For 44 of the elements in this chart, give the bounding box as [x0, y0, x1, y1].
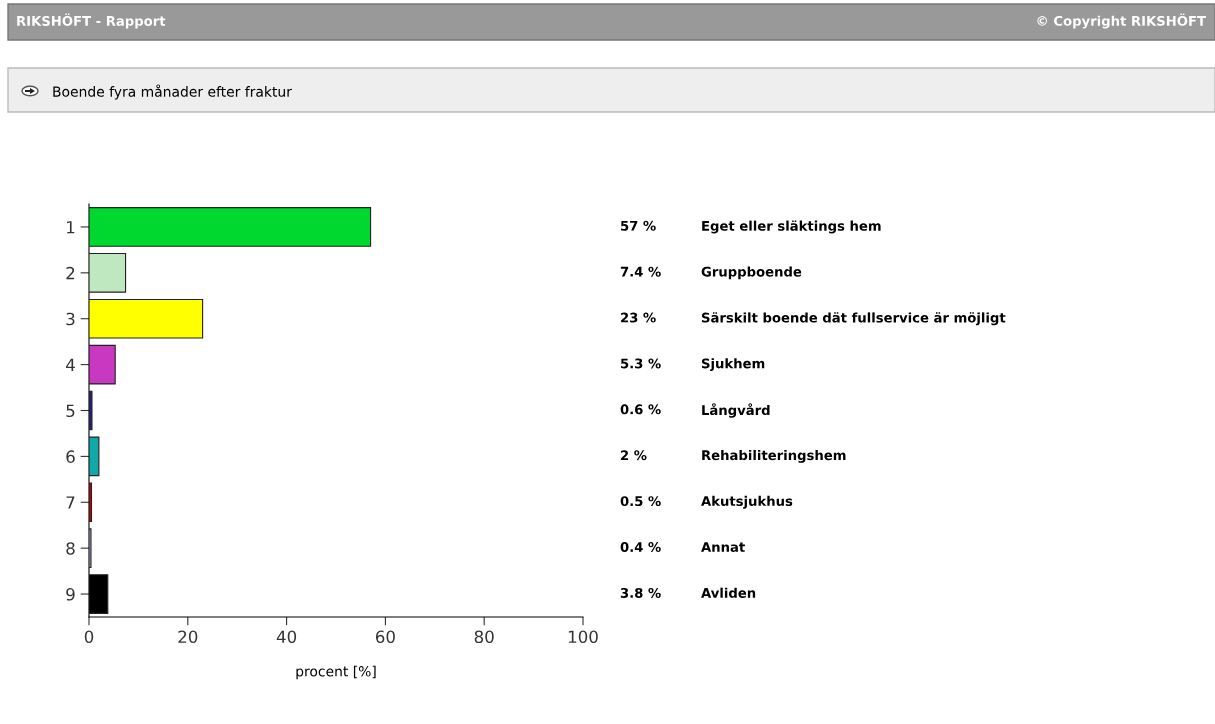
bar: [89, 344, 116, 385]
text: Gruppboende: [701, 266, 802, 280]
y-tick-label: 9: [66, 588, 75, 601]
x-axis-title: procent [%]: [296, 665, 376, 680]
bar: [89, 436, 100, 477]
x-tick-label: 60: [375, 630, 395, 644]
text: Annat: [701, 542, 745, 552]
y-tick-label: 8: [66, 542, 75, 555]
text: Långvård: [702, 403, 770, 418]
text: Akutsjukhus: [701, 495, 793, 509]
text: Avliden: [701, 587, 756, 598]
chart-title: Boende fyra månader efter fraktur: [53, 84, 292, 100]
text: 3.8 %: [620, 587, 661, 598]
text: 2 %: [621, 450, 647, 461]
x-tick-label: 100: [568, 630, 598, 644]
text: RIKSHÖFT - Rapport: [17, 13, 166, 29]
x-tick-label: 40: [276, 630, 297, 644]
y-tick-label: 3: [66, 312, 75, 326]
text: 7.4 %: [620, 266, 661, 277]
x-tick-label: 20: [178, 630, 198, 644]
x-tick-label: 0: [84, 630, 94, 644]
x-tick-label: 80: [474, 630, 494, 644]
text: Sjukhem: [701, 358, 765, 372]
y-tick-label: 7: [66, 496, 75, 509]
y-tick-label: 1: [67, 221, 75, 234]
bar: [89, 207, 372, 247]
text: 57 %: [621, 220, 656, 231]
y-tick-label: 2: [66, 266, 75, 280]
y-tick-label: 6: [66, 450, 75, 463]
bar: [89, 298, 204, 339]
text: 0.4 %: [620, 542, 661, 552]
bar: [89, 390, 93, 431]
text: Rehabiliteringshem: [702, 449, 846, 463]
text: 23 %: [621, 312, 656, 323]
y-tick-label: 5: [66, 404, 75, 418]
text: Eget eller släktings hem: [702, 220, 881, 234]
text: © Copyright RIKSHÖFT: [1037, 13, 1206, 29]
bar: [89, 482, 93, 523]
text: Särskilt boende dät fullservice är möjligt: [701, 312, 1006, 326]
text: 0.6 %: [620, 404, 661, 415]
text: 5.3 %: [621, 358, 661, 369]
y-tick-label: 4: [66, 358, 75, 371]
text: 0.5 %: [620, 496, 661, 507]
bar: [89, 253, 127, 293]
